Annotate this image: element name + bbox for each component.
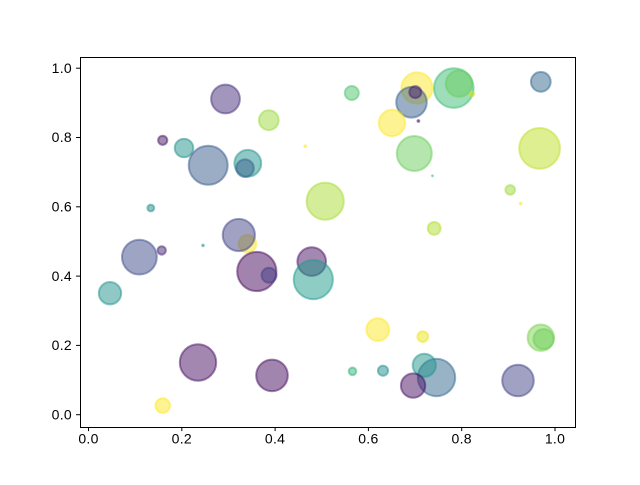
svg-text:1.0: 1.0 bbox=[545, 431, 565, 447]
svg-text:0.2: 0.2 bbox=[172, 431, 192, 447]
svg-text:0.4: 0.4 bbox=[52, 268, 72, 284]
svg-text:0.0: 0.0 bbox=[52, 406, 72, 422]
svg-text:0.8: 0.8 bbox=[52, 129, 72, 145]
svg-text:0.0: 0.0 bbox=[78, 431, 98, 447]
svg-text:0.2: 0.2 bbox=[52, 337, 72, 353]
svg-text:0.6: 0.6 bbox=[52, 199, 72, 215]
svg-text:0.4: 0.4 bbox=[265, 431, 285, 447]
svg-text:0.6: 0.6 bbox=[358, 431, 378, 447]
svg-text:0.8: 0.8 bbox=[452, 431, 472, 447]
svg-text:1.0: 1.0 bbox=[52, 60, 72, 76]
